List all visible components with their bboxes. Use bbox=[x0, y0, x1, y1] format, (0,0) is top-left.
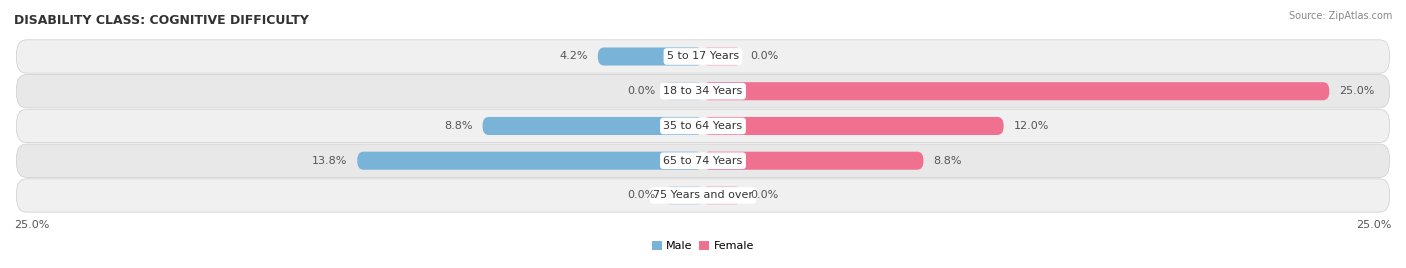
Text: 8.8%: 8.8% bbox=[444, 121, 472, 131]
Text: 25.0%: 25.0% bbox=[1357, 221, 1392, 230]
FancyBboxPatch shape bbox=[703, 47, 741, 65]
Legend: Male, Female: Male, Female bbox=[647, 236, 759, 255]
Text: 25.0%: 25.0% bbox=[14, 221, 49, 230]
Text: 18 to 34 Years: 18 to 34 Years bbox=[664, 86, 742, 96]
Text: 4.2%: 4.2% bbox=[560, 51, 588, 61]
Text: 0.0%: 0.0% bbox=[627, 86, 655, 96]
Text: 25.0%: 25.0% bbox=[1340, 86, 1375, 96]
FancyBboxPatch shape bbox=[17, 40, 1389, 73]
FancyBboxPatch shape bbox=[665, 187, 703, 204]
Text: 65 to 74 Years: 65 to 74 Years bbox=[664, 156, 742, 166]
Text: 0.0%: 0.0% bbox=[751, 51, 779, 61]
Text: 0.0%: 0.0% bbox=[627, 191, 655, 200]
Text: DISABILITY CLASS: COGNITIVE DIFFICULTY: DISABILITY CLASS: COGNITIVE DIFFICULTY bbox=[14, 14, 309, 27]
Text: 13.8%: 13.8% bbox=[312, 156, 347, 166]
FancyBboxPatch shape bbox=[703, 117, 1004, 135]
FancyBboxPatch shape bbox=[703, 82, 1329, 100]
Text: 75 Years and over: 75 Years and over bbox=[652, 191, 754, 200]
Text: 35 to 64 Years: 35 to 64 Years bbox=[664, 121, 742, 131]
Text: 8.8%: 8.8% bbox=[934, 156, 962, 166]
FancyBboxPatch shape bbox=[665, 82, 703, 100]
FancyBboxPatch shape bbox=[17, 109, 1389, 143]
Text: Source: ZipAtlas.com: Source: ZipAtlas.com bbox=[1288, 11, 1392, 21]
FancyBboxPatch shape bbox=[598, 47, 703, 65]
Text: 0.0%: 0.0% bbox=[751, 191, 779, 200]
FancyBboxPatch shape bbox=[17, 144, 1389, 177]
FancyBboxPatch shape bbox=[357, 152, 703, 170]
Text: 12.0%: 12.0% bbox=[1014, 121, 1049, 131]
Text: 5 to 17 Years: 5 to 17 Years bbox=[666, 51, 740, 61]
FancyBboxPatch shape bbox=[482, 117, 703, 135]
FancyBboxPatch shape bbox=[17, 75, 1389, 108]
FancyBboxPatch shape bbox=[703, 152, 924, 170]
FancyBboxPatch shape bbox=[703, 187, 741, 204]
FancyBboxPatch shape bbox=[17, 179, 1389, 212]
